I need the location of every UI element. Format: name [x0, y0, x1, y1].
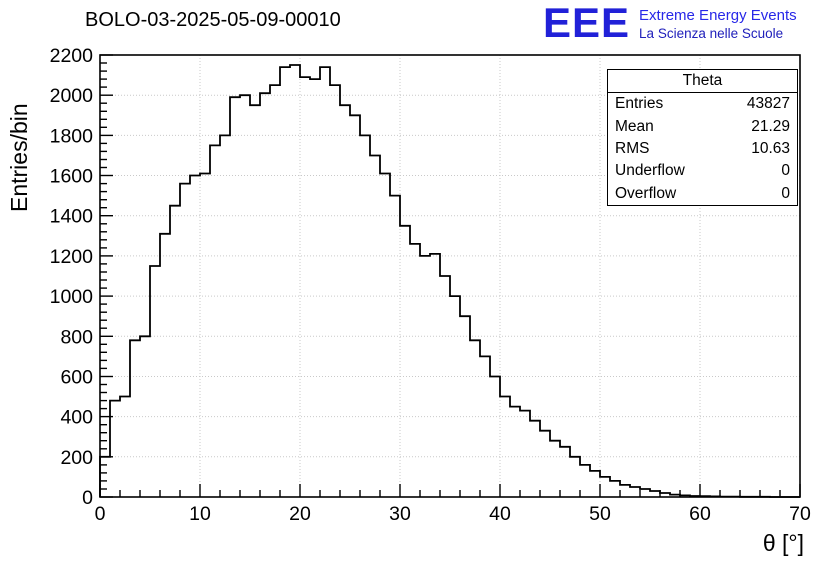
svg-text:0: 0 [82, 487, 93, 509]
svg-text:1600: 1600 [50, 166, 94, 188]
svg-text:1000: 1000 [50, 286, 94, 308]
stats-row-mean: Mean 21.29 [608, 115, 797, 137]
svg-text:60: 60 [689, 503, 711, 525]
svg-text:1400: 1400 [50, 206, 94, 228]
histogram-title: BOLO-03-2025-05-09-00010 [85, 9, 341, 31]
eee-logo: EEE Extreme Energy Events La Scienza nel… [543, 0, 797, 46]
svg-text:20: 20 [289, 503, 311, 525]
svg-text:50: 50 [589, 503, 611, 525]
stats-row-underflow: Underflow 0 [608, 160, 797, 182]
svg-text:200: 200 [60, 447, 93, 469]
eee-logo-text: Extreme Energy Events La Scienza nelle S… [639, 7, 797, 41]
svg-text:30: 30 [389, 503, 411, 525]
svg-text:10: 10 [189, 503, 211, 525]
y-axis-title: Entries/bin [6, 103, 32, 212]
stats-row-overflow: Overflow 0 [608, 183, 797, 205]
svg-text:40: 40 [489, 503, 511, 525]
stats-label: RMS [615, 139, 650, 157]
stats-label: Mean [615, 117, 654, 135]
stats-value: 0 [781, 162, 790, 180]
stats-value: 43827 [746, 95, 790, 113]
stats-row-entries: Entries 43827 [608, 93, 797, 115]
svg-text:600: 600 [60, 367, 93, 389]
stats-label: Entries [615, 95, 664, 113]
x-axis-title: θ [°] [762, 530, 804, 556]
stats-value: 21.29 [751, 117, 790, 135]
svg-text:1800: 1800 [50, 125, 94, 147]
svg-text:400: 400 [60, 407, 93, 429]
stats-box: Theta Entries 43827 Mean 21.29 RMS 10.63… [607, 69, 798, 206]
svg-text:70: 70 [789, 503, 811, 525]
eee-logo-line1: Extreme Energy Events [639, 7, 797, 24]
svg-text:2000: 2000 [50, 85, 94, 107]
stats-value: 0 [781, 184, 790, 202]
stats-value: 10.63 [751, 139, 790, 157]
svg-text:2200: 2200 [50, 45, 94, 67]
stats-box-title: Theta [608, 70, 797, 93]
stats-label: Overflow [615, 184, 677, 202]
eee-logo-line2: La Scienza nelle Scuole [639, 26, 784, 41]
svg-text:1200: 1200 [50, 246, 94, 268]
svg-text:0: 0 [95, 503, 106, 525]
svg-text:800: 800 [60, 326, 93, 348]
stats-row-rms: RMS 10.63 [608, 138, 797, 160]
stats-label: Underflow [615, 162, 685, 180]
eee-logo-mark: EEE [543, 0, 631, 46]
